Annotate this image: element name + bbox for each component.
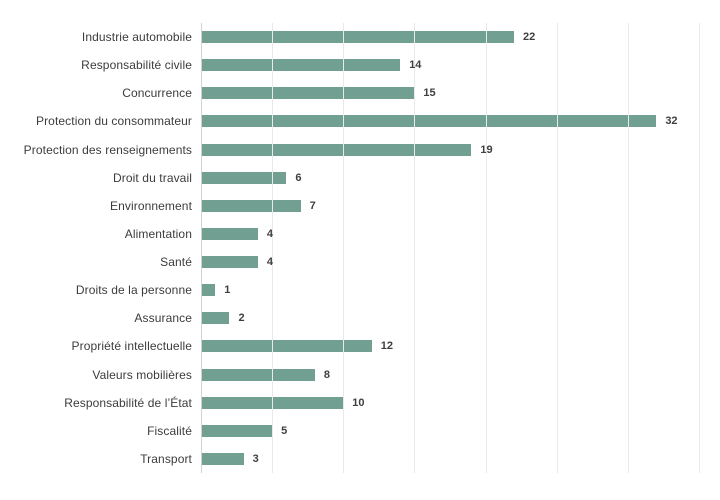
bar xyxy=(201,31,515,44)
bar xyxy=(201,452,244,465)
category-label: Droits de la personne xyxy=(75,283,192,298)
bar xyxy=(201,256,258,269)
bar xyxy=(201,368,315,381)
category-label: Responsabilité de l’État xyxy=(64,395,192,410)
bar xyxy=(201,340,372,353)
bar xyxy=(201,87,415,100)
bar xyxy=(201,171,287,184)
value-label: 1 xyxy=(224,284,231,297)
category-label: Concurrence xyxy=(122,86,192,101)
value-label: 6 xyxy=(295,171,302,184)
bar xyxy=(201,284,216,297)
bar xyxy=(201,143,472,156)
y-axis-line xyxy=(201,23,202,473)
bar xyxy=(201,199,301,212)
category-label: Environnement xyxy=(109,198,192,213)
category-label: Propriété intellectuelle xyxy=(71,339,192,354)
category-label: Protection des renseignements xyxy=(23,142,192,157)
value-label: 12 xyxy=(380,340,393,353)
category-label: Transport xyxy=(140,451,192,466)
value-label: 19 xyxy=(480,143,493,156)
value-label: 7 xyxy=(309,199,316,212)
bar xyxy=(201,424,273,437)
value-label: 4 xyxy=(266,256,274,269)
value-label: 14 xyxy=(409,59,422,72)
bar xyxy=(201,59,401,72)
category-label: Fiscalité xyxy=(147,423,192,438)
gridline xyxy=(699,23,700,473)
value-label: 15 xyxy=(423,87,436,100)
value-label: 4 xyxy=(266,227,274,240)
category-label: Alimentation xyxy=(124,226,192,241)
bar xyxy=(201,227,258,240)
category-label: Santé xyxy=(160,255,192,270)
category-label: Responsabilité civile xyxy=(81,58,192,73)
gridline xyxy=(343,23,345,473)
category-label: Protection du consommateur xyxy=(35,114,192,129)
gridline xyxy=(414,23,416,473)
value-label: 5 xyxy=(281,424,288,437)
value-label: 2 xyxy=(238,312,245,325)
gridline xyxy=(272,23,274,473)
value-label: 32 xyxy=(665,115,678,128)
category-label: Assurance xyxy=(134,311,192,326)
category-axis: Industrie automobile Responsabilité civil… xyxy=(0,23,192,473)
plot-area: 22 14 15 32 19 6 7 4 4 1 2 12 8 10 5 3 xyxy=(201,23,720,473)
category-label: Droit du travail xyxy=(113,170,192,185)
bar xyxy=(201,115,657,128)
bar xyxy=(201,312,230,325)
gridline xyxy=(627,23,629,473)
value-label: 3 xyxy=(252,452,259,465)
value-label: 8 xyxy=(323,368,330,381)
value-label: 10 xyxy=(352,396,365,409)
category-label: Industrie automobile xyxy=(81,30,192,45)
gridline xyxy=(556,23,558,473)
gridline xyxy=(485,23,487,473)
value-label: 22 xyxy=(523,31,536,44)
category-label: Valeurs mobilières xyxy=(92,367,192,382)
